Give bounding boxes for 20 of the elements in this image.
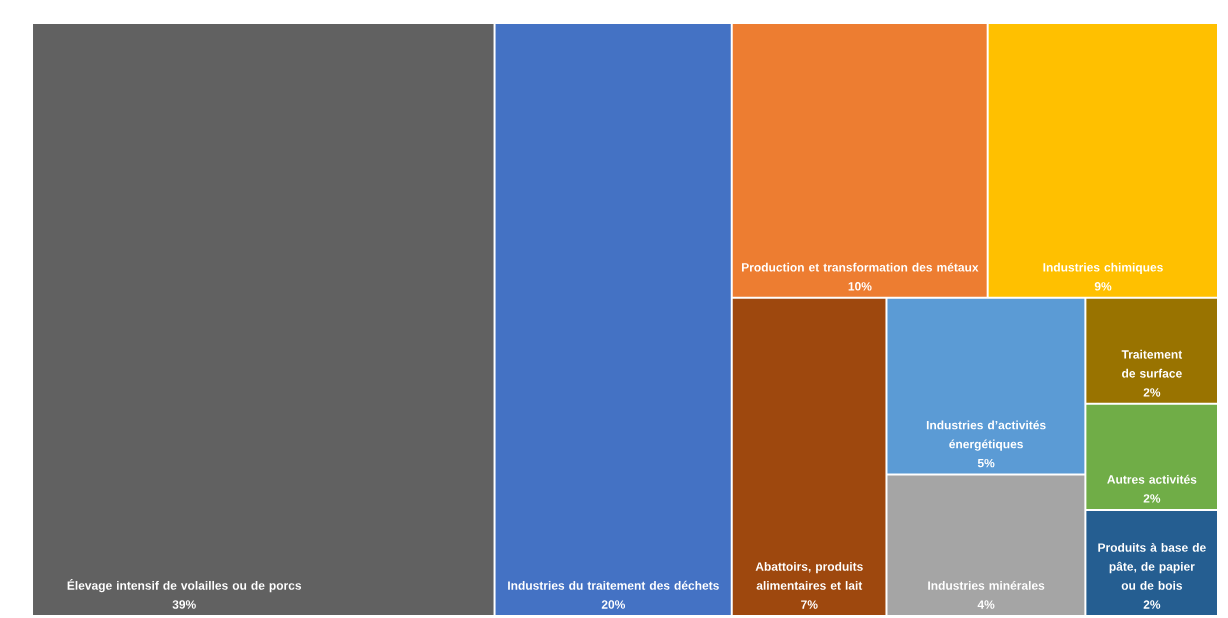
category-label: Industries minérales bbox=[928, 580, 1045, 590]
data-label: 2% bbox=[1143, 600, 1161, 609]
data-label: 10% bbox=[848, 282, 872, 291]
data-label: 9% bbox=[1094, 282, 1112, 291]
data-label: 2% bbox=[1143, 494, 1161, 503]
category-label: Élevage intensif de volailles ou de porcs bbox=[67, 579, 302, 593]
data-label: 39% bbox=[172, 600, 196, 609]
category-label: Industries chimiques bbox=[1043, 262, 1163, 274]
data-label: 2% bbox=[1143, 388, 1161, 397]
data-label: 4% bbox=[977, 600, 995, 609]
category-label: Autres activités bbox=[1107, 474, 1197, 484]
category-label: Industries du traitement des déchets bbox=[508, 580, 719, 590]
category-label: Traitement de surface bbox=[1121, 349, 1183, 378]
category-label: Abattoirs, produits alimentaires et lait bbox=[755, 562, 863, 590]
data-label: 7% bbox=[801, 600, 818, 609]
data-label: 5% bbox=[977, 458, 995, 468]
category-label: Industries d’activités énergétiques bbox=[926, 420, 1046, 451]
category-label: Production et transformation des métaux bbox=[742, 262, 979, 272]
data-label: 20% bbox=[601, 600, 626, 609]
category-label: Produits à base de pâte, de papier ou de bois bbox=[1098, 542, 1206, 590]
